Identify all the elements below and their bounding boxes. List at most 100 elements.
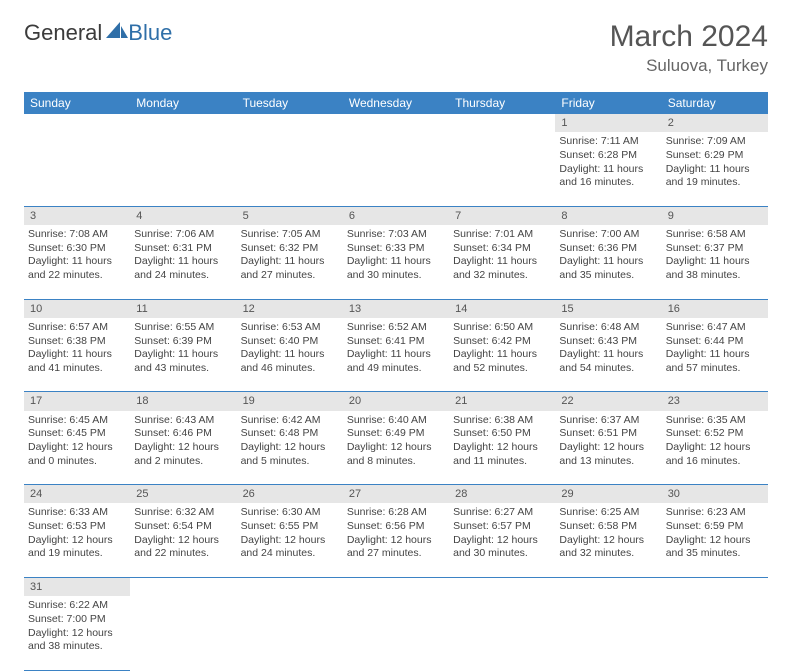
sunrise-text: Sunrise: 6:42 AM — [241, 414, 339, 428]
sunrise-text: Sunrise: 6:33 AM — [28, 506, 126, 520]
sunrise-text: Sunrise: 6:47 AM — [666, 321, 764, 335]
sunrise-text: Sunrise: 6:38 AM — [453, 414, 551, 428]
day-number: 22 — [555, 392, 661, 411]
weekday-header: Tuesday — [237, 92, 343, 114]
daylight-text: Daylight: 12 hours and 16 minutes. — [666, 441, 764, 468]
week-row: Sunrise: 7:11 AMSunset: 6:28 PMDaylight:… — [24, 132, 768, 206]
day-cell: Sunrise: 6:40 AMSunset: 6:49 PMDaylight:… — [343, 411, 449, 485]
day-number: 2 — [662, 114, 768, 132]
sunset-text: Sunset: 6:59 PM — [666, 520, 764, 534]
daylight-text: Daylight: 12 hours and 38 minutes. — [28, 627, 126, 654]
calendar-table: SundayMondayTuesdayWednesdayThursdayFrid… — [24, 92, 768, 671]
day-number — [24, 114, 130, 132]
daylight-text: Daylight: 11 hours and 22 minutes. — [28, 255, 126, 282]
day-cell — [662, 596, 768, 670]
sunrise-text: Sunrise: 7:05 AM — [241, 228, 339, 242]
sunrise-text: Sunrise: 7:11 AM — [559, 135, 657, 149]
logo: General Blue — [24, 20, 172, 46]
day-number: 31 — [24, 577, 130, 596]
logo-word2: Blue — [128, 20, 172, 46]
week-row: Sunrise: 6:33 AMSunset: 6:53 PMDaylight:… — [24, 503, 768, 577]
month-title: March 2024 — [610, 20, 768, 54]
sunset-text: Sunset: 6:45 PM — [28, 427, 126, 441]
daylight-text: Daylight: 12 hours and 24 minutes. — [241, 534, 339, 561]
day-number: 29 — [555, 485, 661, 504]
sunset-text: Sunset: 6:55 PM — [241, 520, 339, 534]
day-cell — [237, 596, 343, 670]
sunset-text: Sunset: 6:57 PM — [453, 520, 551, 534]
sunrise-text: Sunrise: 6:22 AM — [28, 599, 126, 613]
day-number: 16 — [662, 299, 768, 318]
daylight-text: Daylight: 11 hours and 46 minutes. — [241, 348, 339, 375]
location: Suluova, Turkey — [610, 56, 768, 76]
day-cell: Sunrise: 6:23 AMSunset: 6:59 PMDaylight:… — [662, 503, 768, 577]
daylight-text: Daylight: 11 hours and 57 minutes. — [666, 348, 764, 375]
sunrise-text: Sunrise: 7:09 AM — [666, 135, 764, 149]
sunset-text: Sunset: 6:49 PM — [347, 427, 445, 441]
day-cell — [343, 132, 449, 206]
sunrise-text: Sunrise: 6:37 AM — [559, 414, 657, 428]
day-cell: Sunrise: 7:06 AMSunset: 6:31 PMDaylight:… — [130, 225, 236, 299]
sunrise-text: Sunrise: 6:52 AM — [347, 321, 445, 335]
daylight-text: Daylight: 11 hours and 19 minutes. — [666, 163, 764, 190]
daylight-text: Daylight: 11 hours and 49 minutes. — [347, 348, 445, 375]
week-row: Sunrise: 6:57 AMSunset: 6:38 PMDaylight:… — [24, 318, 768, 392]
day-number — [449, 577, 555, 596]
daynum-row: 31 — [24, 577, 768, 596]
day-cell: Sunrise: 6:28 AMSunset: 6:56 PMDaylight:… — [343, 503, 449, 577]
sunset-text: Sunset: 6:34 PM — [453, 242, 551, 256]
day-number: 15 — [555, 299, 661, 318]
day-number — [662, 577, 768, 596]
logo-word1: General — [24, 20, 102, 46]
day-cell: Sunrise: 6:35 AMSunset: 6:52 PMDaylight:… — [662, 411, 768, 485]
day-number: 20 — [343, 392, 449, 411]
day-cell — [449, 132, 555, 206]
sunset-text: Sunset: 6:28 PM — [559, 149, 657, 163]
daylight-text: Daylight: 11 hours and 38 minutes. — [666, 255, 764, 282]
day-number: 25 — [130, 485, 236, 504]
day-cell: Sunrise: 6:37 AMSunset: 6:51 PMDaylight:… — [555, 411, 661, 485]
daylight-text: Daylight: 11 hours and 16 minutes. — [559, 163, 657, 190]
sunset-text: Sunset: 6:58 PM — [559, 520, 657, 534]
day-number — [130, 577, 236, 596]
day-cell: Sunrise: 6:52 AMSunset: 6:41 PMDaylight:… — [343, 318, 449, 392]
daylight-text: Daylight: 11 hours and 32 minutes. — [453, 255, 551, 282]
day-cell — [449, 596, 555, 670]
sunset-text: Sunset: 6:42 PM — [453, 335, 551, 349]
day-number — [130, 114, 236, 132]
day-number: 13 — [343, 299, 449, 318]
sunset-text: Sunset: 6:40 PM — [241, 335, 339, 349]
day-cell: Sunrise: 6:42 AMSunset: 6:48 PMDaylight:… — [237, 411, 343, 485]
sunset-text: Sunset: 6:51 PM — [559, 427, 657, 441]
sunset-text: Sunset: 6:36 PM — [559, 242, 657, 256]
day-cell — [130, 132, 236, 206]
week-row: Sunrise: 7:08 AMSunset: 6:30 PMDaylight:… — [24, 225, 768, 299]
day-number: 17 — [24, 392, 130, 411]
day-cell: Sunrise: 6:57 AMSunset: 6:38 PMDaylight:… — [24, 318, 130, 392]
day-cell — [555, 596, 661, 670]
sunset-text: Sunset: 6:32 PM — [241, 242, 339, 256]
week-row: Sunrise: 6:45 AMSunset: 6:45 PMDaylight:… — [24, 411, 768, 485]
daylight-text: Daylight: 12 hours and 30 minutes. — [453, 534, 551, 561]
day-cell: Sunrise: 7:00 AMSunset: 6:36 PMDaylight:… — [555, 225, 661, 299]
daynum-row: 3456789 — [24, 206, 768, 225]
weekday-header: Friday — [555, 92, 661, 114]
sunrise-text: Sunrise: 7:08 AM — [28, 228, 126, 242]
sunset-text: Sunset: 6:44 PM — [666, 335, 764, 349]
day-cell — [130, 596, 236, 670]
day-cell — [24, 132, 130, 206]
daylight-text: Daylight: 11 hours and 54 minutes. — [559, 348, 657, 375]
daylight-text: Daylight: 12 hours and 8 minutes. — [347, 441, 445, 468]
day-cell: Sunrise: 6:25 AMSunset: 6:58 PMDaylight:… — [555, 503, 661, 577]
day-number: 24 — [24, 485, 130, 504]
title-block: March 2024 Suluova, Turkey — [610, 20, 768, 76]
sunrise-text: Sunrise: 7:03 AM — [347, 228, 445, 242]
sunset-text: Sunset: 6:29 PM — [666, 149, 764, 163]
daynum-row: 24252627282930 — [24, 485, 768, 504]
week-row: Sunrise: 6:22 AMSunset: 7:00 PMDaylight:… — [24, 596, 768, 670]
daylight-text: Daylight: 12 hours and 11 minutes. — [453, 441, 551, 468]
day-number: 27 — [343, 485, 449, 504]
sunset-text: Sunset: 6:33 PM — [347, 242, 445, 256]
header: General Blue March 2024 Suluova, Turkey — [24, 20, 768, 76]
day-cell: Sunrise: 7:08 AMSunset: 6:30 PMDaylight:… — [24, 225, 130, 299]
